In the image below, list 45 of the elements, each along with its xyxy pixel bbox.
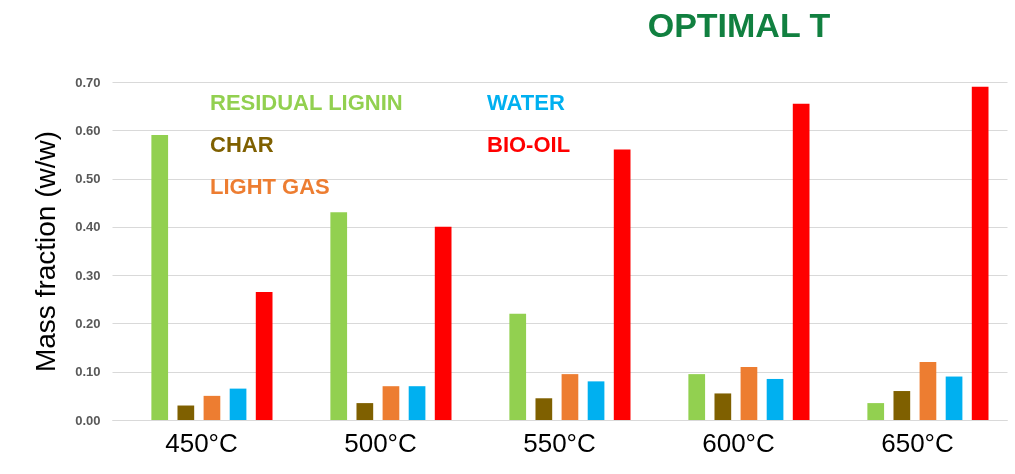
text: WATER [487, 90, 565, 115]
bar [740, 366, 758, 420]
bar [203, 395, 221, 420]
y-tick-label: 0.70 [75, 74, 101, 90]
bar [613, 149, 631, 420]
x-tick-label: 650°C [881, 427, 954, 458]
bar [971, 86, 989, 420]
bar [151, 135, 169, 420]
y-tick-label: 0.00 [75, 412, 101, 428]
y-tick-label: 0.50 [75, 171, 101, 187]
bar [688, 374, 706, 420]
bar [867, 403, 885, 420]
y-tick-label: 0.40 [75, 219, 101, 235]
x-tick-label: 550°C [523, 427, 596, 458]
text: CHAR [210, 132, 274, 157]
y-tick-label: 0.30 [75, 267, 101, 283]
bar [792, 103, 810, 420]
bar [766, 378, 784, 420]
text: OPTIMAL T [647, 6, 831, 44]
x-tick-label: 600°C [702, 427, 775, 458]
bar [535, 398, 553, 420]
bar [434, 226, 452, 420]
bar [561, 374, 579, 420]
bar [177, 405, 195, 420]
y-axis-title: Mass fraction (w/w) [30, 130, 62, 373]
bar [893, 391, 911, 420]
bar [587, 381, 605, 420]
y-tick-label: 0.60 [75, 122, 101, 138]
x-tick-label: 450°C [165, 427, 238, 458]
bar [509, 313, 527, 420]
bar [330, 212, 348, 420]
y-tick-label: 0.10 [75, 364, 101, 380]
bar [919, 362, 937, 420]
series-label: BIO-OIL [487, 132, 571, 157]
bar [255, 292, 273, 420]
bar [714, 393, 732, 420]
bar [229, 388, 247, 420]
text: RESIDUAL LIGNIN [210, 90, 403, 115]
bar [408, 386, 426, 420]
bar [945, 376, 963, 420]
y-tick-label: 0.20 [75, 315, 101, 331]
text: LIGHT GAS [210, 174, 330, 199]
bar [356, 403, 374, 420]
x-tick-label: 500°C [344, 427, 417, 458]
bar [382, 386, 400, 420]
